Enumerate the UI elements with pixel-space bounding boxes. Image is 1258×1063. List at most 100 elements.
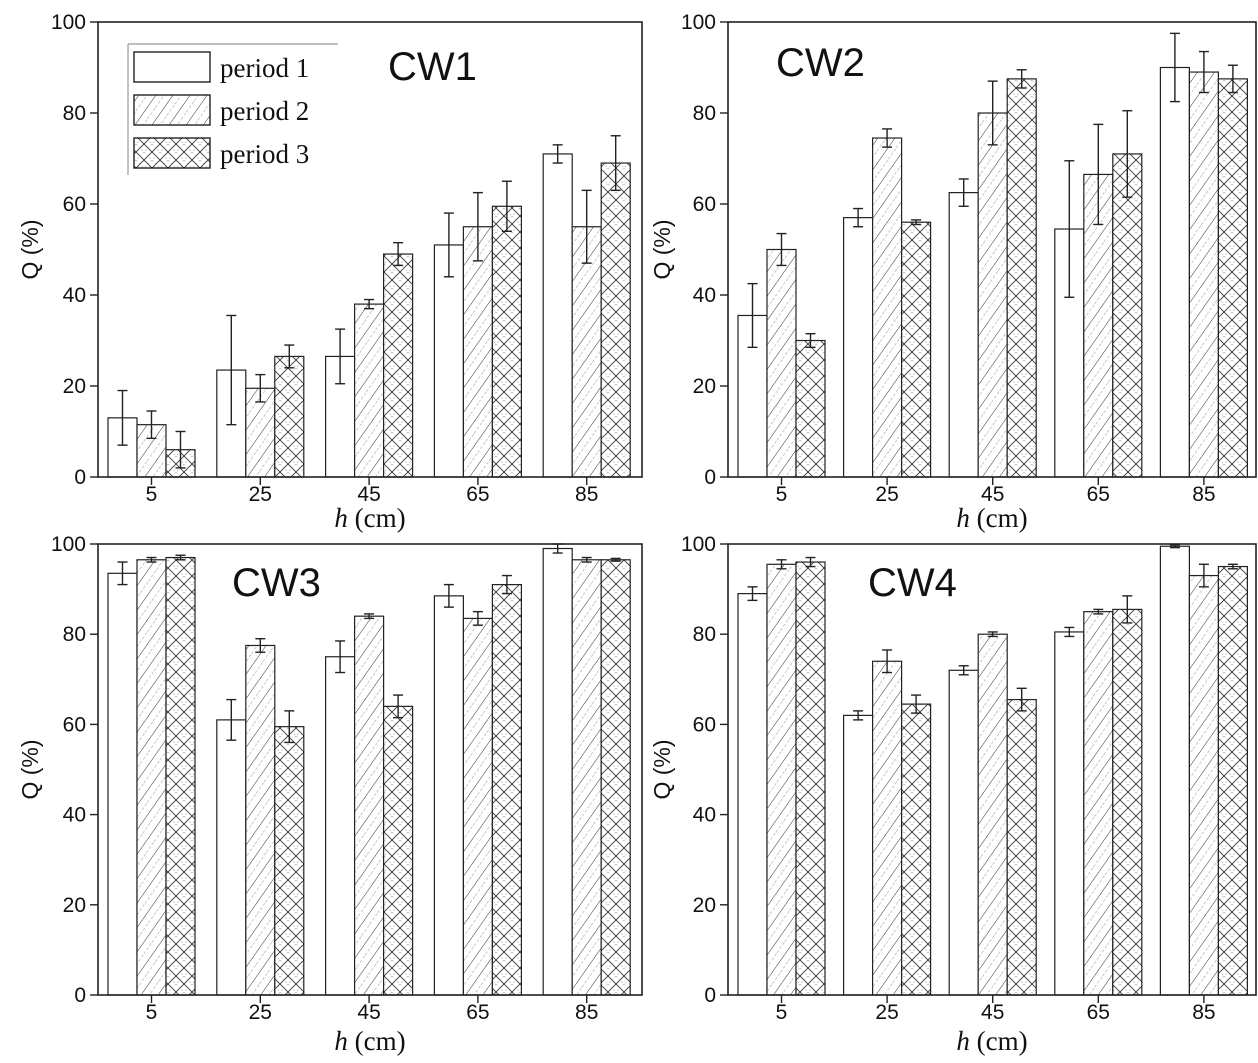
bar-25-period-3: [274, 355, 305, 478]
error-bar: [364, 613, 375, 620]
error-bar: [1093, 123, 1104, 226]
y-tick-label: 40: [693, 284, 716, 307]
bar-25-period-1: [842, 714, 874, 996]
error-bar: [443, 212, 454, 278]
x-tick-label: 65: [1087, 1001, 1110, 1024]
bar-65-period-3: [1112, 608, 1143, 996]
y-axis-label: Q (%): [17, 739, 43, 799]
bar-45-period-3: [1006, 698, 1037, 996]
error-bar: [805, 332, 816, 349]
bar-5-period-2: [766, 248, 797, 478]
y-tick-label: 0: [74, 984, 86, 1007]
x-tick-label: 65: [466, 1001, 489, 1024]
error-bar: [987, 631, 998, 638]
x-tick-label: 25: [249, 483, 272, 506]
legend-item: period 1: [133, 51, 309, 83]
error-bar: [805, 556, 816, 568]
bar-25-period-1: [216, 719, 247, 996]
bar-85-period-1: [1159, 545, 1191, 996]
bar-65-period-3: [491, 205, 522, 478]
bar-85-period-3: [1217, 78, 1249, 478]
error-bar: [175, 430, 186, 469]
error-bar: [853, 710, 864, 721]
bar-65-period-3: [491, 583, 522, 996]
y-tick-label: 100: [51, 533, 86, 556]
x-tick-label: 85: [1192, 483, 1215, 506]
x-tick-label: 65: [466, 483, 489, 506]
y-tick-label: 80: [693, 623, 716, 646]
error-bar: [501, 574, 512, 595]
bar-45-period-1: [325, 656, 356, 996]
bar-5-period-3: [795, 339, 826, 478]
error-bar: [1198, 563, 1209, 588]
x-tick-label: 5: [146, 1001, 158, 1024]
error-bar: [472, 191, 483, 262]
x-tick-label: 25: [875, 483, 898, 506]
x-tick-label: 5: [776, 483, 788, 506]
x-axis-label: h (cm): [956, 503, 1027, 533]
error-bar: [146, 410, 157, 440]
error-bar: [335, 328, 346, 385]
y-tick-label: 100: [681, 533, 716, 556]
y-tick-label: 20: [63, 375, 86, 398]
bar-65-period-1: [1054, 631, 1085, 996]
error-bar: [776, 232, 787, 267]
error-bar: [146, 556, 157, 563]
bar-45-period-2: [354, 615, 385, 996]
error-bar: [911, 694, 922, 714]
bar-25-period-3: [900, 221, 932, 478]
panel-cw2: 0 20 40 60 80 100 5 25 45 65 85 Q (%) h (cm) CW2: [649, 11, 1257, 533]
legend-label: period 3: [220, 139, 309, 169]
y-tick-label: 40: [693, 804, 716, 827]
panel-title: CW2: [776, 41, 865, 85]
bar-85-period-3: [600, 162, 631, 478]
error-bar: [501, 180, 512, 233]
bar-45-period-2: [977, 633, 1008, 996]
bar-45-period-3: [1006, 78, 1037, 478]
error-bar: [610, 557, 621, 562]
bar-5-period-3: [165, 556, 196, 996]
error-bar: [1169, 32, 1180, 103]
error-bar: [958, 665, 969, 676]
panel-cw3: 0 20 40 60 80 100 5 25 45 65 85 Q (%) h (cm) CW3: [17, 533, 643, 1056]
error-bar: [393, 694, 404, 719]
panel-cw1: 0 20 40 60 80 100 5 25 45 65 85 Q (%) h (cm) CW1: [17, 11, 643, 533]
error-bar: [175, 554, 186, 561]
error-bar: [1122, 110, 1133, 198]
error-bar: [747, 586, 758, 602]
error-bar: [581, 556, 592, 563]
bar-65-period-1: [433, 595, 464, 996]
bar-45-period-1: [948, 192, 979, 478]
legend-item: period 2: [133, 94, 309, 126]
error-bar: [472, 610, 483, 626]
x-tick-label: 65: [1087, 483, 1110, 506]
bar-45-period-2: [354, 303, 385, 478]
x-tick-label: 85: [1192, 1001, 1215, 1024]
bar-25-period-3: [900, 703, 932, 996]
y-tick-label: 20: [63, 894, 86, 917]
error-bar: [776, 559, 787, 570]
error-bar: [987, 80, 998, 146]
bar-85-period-2: [571, 226, 602, 478]
legend-label: period 2: [220, 96, 309, 126]
plot-frame: [97, 21, 643, 478]
bar-85-period-2: [1188, 574, 1220, 996]
error-bar: [393, 241, 404, 267]
bar-25-period-2: [245, 644, 276, 996]
y-tick-label: 40: [63, 804, 86, 827]
y-tick-label: 100: [681, 11, 716, 34]
x-tick-label: 45: [981, 483, 1004, 506]
y-tick-label: 80: [63, 623, 86, 646]
y-tick-label: 20: [693, 894, 716, 917]
x-axis-label: h (cm): [334, 1026, 405, 1056]
y-axis-label: Q (%): [17, 219, 43, 279]
error-bar: [581, 189, 592, 264]
bar-45-period-2: [977, 112, 1008, 478]
error-bar: [747, 282, 758, 349]
panel-title: CW4: [868, 561, 957, 605]
error-bar: [1064, 160, 1075, 298]
bar-25-period-2: [871, 137, 903, 478]
error-bar: [1198, 50, 1209, 94]
error-bar: [552, 144, 563, 164]
y-tick-label: 60: [693, 193, 716, 216]
